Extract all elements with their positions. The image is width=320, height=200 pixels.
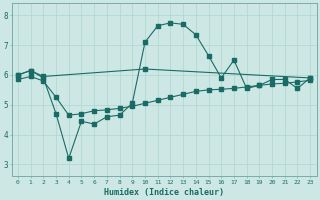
X-axis label: Humidex (Indice chaleur): Humidex (Indice chaleur) [104,188,224,197]
